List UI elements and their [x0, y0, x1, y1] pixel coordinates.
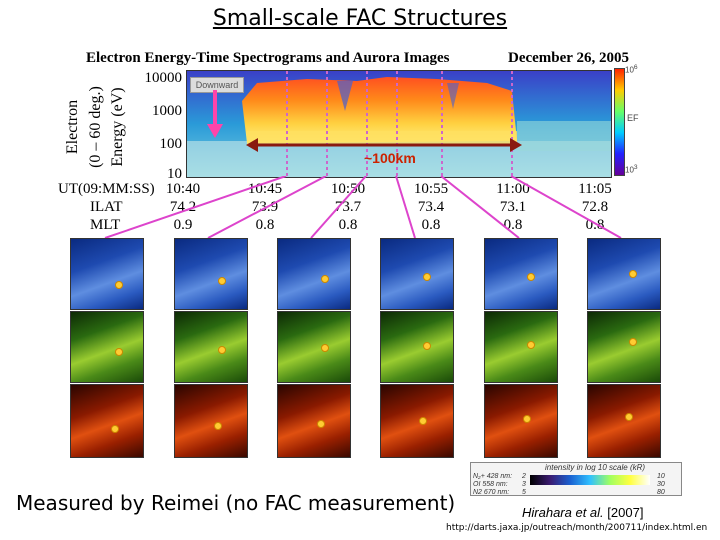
aurora-image-green: [174, 311, 248, 383]
mlt-value: 0.9: [173, 217, 193, 233]
slide-title: Small-scale FAC Structures: [212, 6, 508, 31]
intensity-scale-title: intensity in log 10 scale (kR): [545, 463, 646, 472]
scale-line-label: N₂+ 428 nm:: [473, 473, 513, 480]
scale-line-label: N2 670 nm:: [473, 489, 510, 496]
y-axis-label-inner: Energy (eV): [109, 87, 126, 167]
aurora-image-green: [70, 311, 144, 383]
mlt-value: 0.8: [338, 217, 358, 233]
scale-min: 2: [522, 473, 526, 480]
y-tick: 10: [167, 166, 182, 182]
scale-min: 5: [522, 489, 526, 496]
satellite-marker: [523, 415, 531, 423]
aurora-image-blue: [174, 238, 248, 310]
aurora-image-green: [587, 311, 661, 383]
distance-label: ~100km: [364, 150, 416, 166]
y-axis-label-outer: Electron: [64, 99, 81, 155]
satellite-marker: [115, 281, 123, 289]
chart-date: December 26, 2005: [508, 50, 629, 66]
aurora-image-green: [277, 311, 351, 383]
y-axis-label-range: (0 – 60 deg.): [87, 86, 104, 168]
aurora-image-blue: [380, 238, 454, 310]
aurora-image-red: [484, 384, 558, 458]
satellite-marker: [629, 338, 637, 346]
ut-value: 10:40: [165, 181, 201, 197]
satellite-marker: [214, 422, 222, 430]
row-label-ilat: ILAT: [90, 199, 123, 215]
distance-arrow: [246, 138, 522, 152]
satellite-marker: [625, 413, 633, 421]
y-tick: 10000: [144, 70, 183, 86]
intensity-scale-gradient: [530, 475, 650, 485]
aurora-image-blue: [70, 238, 144, 310]
colorbar-top-label: 106: [625, 64, 638, 75]
satellite-marker: [115, 348, 123, 356]
aurora-image-red: [380, 384, 454, 458]
ilat-value: 73.4: [417, 199, 445, 215]
satellite-marker: [527, 273, 535, 281]
colorbar-bottom-label: 103: [625, 164, 638, 175]
ut-value: 10:55: [413, 181, 449, 197]
downward-arrow: [207, 90, 223, 138]
aurora-image-red: [174, 384, 248, 458]
scale-max: 30: [657, 481, 665, 488]
y-tick: 100: [159, 136, 183, 152]
aurora-image-red: [70, 384, 144, 458]
satellite-marker: [423, 273, 431, 281]
satellite-marker: [423, 342, 431, 350]
satellite-marker: [629, 270, 637, 278]
scale-min: 3: [522, 481, 526, 488]
satellite-marker: [218, 277, 226, 285]
ut-value: 11:00: [496, 181, 530, 197]
aurora-image-red: [587, 384, 661, 458]
satellite-marker: [419, 417, 427, 425]
mlt-value: 0.8: [255, 217, 275, 233]
caption: Measured by Reimei (no FAC measurement): [16, 491, 456, 515]
connector-lines: [104, 176, 622, 238]
ut-value: 10:50: [330, 181, 366, 197]
satellite-marker: [111, 425, 119, 433]
scale-line-label: OI 558 nm:: [473, 481, 508, 488]
ut-value: 11:05: [578, 181, 612, 197]
ilat-value: 73.1: [499, 199, 527, 215]
satellite-marker: [218, 346, 226, 354]
chart-title: Electron Energy-Time Spectrograms and Au…: [86, 50, 450, 66]
satellite-marker: [317, 420, 325, 428]
aurora-image-blue: [277, 238, 351, 310]
citation: Hirahara et al. [2007]: [522, 505, 643, 520]
aurora-image-blue: [484, 238, 558, 310]
ilat-value: 72.8: [581, 199, 609, 215]
spectrogram-image: [186, 70, 612, 178]
mlt-value: 0.8: [421, 217, 441, 233]
satellite-marker: [527, 341, 535, 349]
satellite-marker: [321, 344, 329, 352]
citation-authors: Hirahara et al.: [522, 505, 604, 520]
ut-value: 10:45: [247, 181, 283, 197]
y-tick: 1000: [152, 103, 182, 119]
ilat-value: 74.2: [169, 199, 197, 215]
satellite-marker: [321, 275, 329, 283]
scale-max: 80: [657, 489, 665, 496]
scale-max: 10: [657, 473, 665, 480]
aurora-image-green: [484, 311, 558, 383]
colorbar-label: EF: [627, 113, 639, 123]
aurora-image-blue: [587, 238, 661, 310]
row-label-ut: UT(09:MM:SS): [58, 181, 155, 197]
aurora-image-red: [277, 384, 351, 458]
aurora-image-green: [380, 311, 454, 383]
citation-year: [2007]: [607, 505, 644, 520]
colorbar: [614, 68, 625, 176]
row-label-mlt: MLT: [90, 217, 121, 233]
source-url: http://darts.jaxa.jp/outreach/month/2007…: [446, 523, 708, 533]
